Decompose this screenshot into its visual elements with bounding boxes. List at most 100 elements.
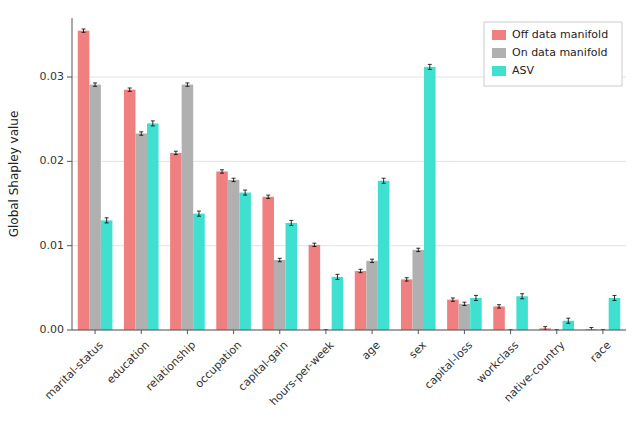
bar <box>447 300 459 330</box>
error-bar-stem <box>475 295 476 300</box>
bar <box>216 171 228 330</box>
y-tick-label: 0.03 <box>40 70 65 83</box>
error-bar-stem <box>418 248 419 251</box>
bar <box>274 260 286 330</box>
bar <box>193 214 205 330</box>
error-bar-cap <box>232 181 236 182</box>
error-bar-cap <box>462 302 466 303</box>
bar <box>332 277 344 330</box>
bar <box>228 180 240 330</box>
error-bar-cap <box>289 225 293 226</box>
error-bar-cap <box>289 220 293 221</box>
error-bar <box>474 295 478 300</box>
error-bar <box>370 259 374 262</box>
error-bar-cap <box>82 28 86 29</box>
error-bar-cap <box>93 82 97 83</box>
error-bar-stem <box>175 151 176 154</box>
error-bar <box>543 327 547 330</box>
error-bar-cap <box>220 173 224 174</box>
error-bar-stem <box>545 327 546 330</box>
error-bar <box>416 248 420 251</box>
error-bar-cap <box>174 151 178 152</box>
error-bar-stem <box>383 178 384 183</box>
chart-container: 0.000.010.020.03Global Shapley valuemari… <box>0 0 640 438</box>
x-tick <box>95 330 96 334</box>
error-bar <box>335 274 339 279</box>
error-bar-cap <box>428 64 432 65</box>
error-bar-cap <box>266 195 270 196</box>
error-bar-cap <box>312 246 316 247</box>
error-bar-stem <box>187 83 188 86</box>
bar <box>366 261 378 330</box>
error-bar-stem <box>279 258 280 261</box>
error-bar-cap <box>382 183 386 184</box>
error-bar-cap <box>220 169 224 170</box>
error-bar-stem <box>464 302 465 305</box>
legend-label: On data manifold <box>512 46 608 59</box>
x-tick <box>372 330 373 334</box>
x-tick <box>602 330 603 334</box>
error-bar-cap <box>185 86 189 87</box>
series <box>89 83 605 330</box>
error-bar-stem <box>198 211 199 216</box>
x-tick-label: age <box>359 338 383 362</box>
error-bar-cap <box>474 300 478 301</box>
x-tick <box>233 330 234 334</box>
error-bar-cap <box>520 293 524 294</box>
error-bar-cap <box>93 86 97 87</box>
error-bar-cap <box>174 154 178 155</box>
error-bar-cap <box>278 258 282 259</box>
y-tick <box>67 77 72 78</box>
error-bar-stem <box>291 220 292 225</box>
bar <box>124 90 136 330</box>
error-bar-cap <box>105 217 109 218</box>
error-bar <box>612 295 616 300</box>
error-bar-cap <box>185 82 189 83</box>
error-bar-stem <box>141 132 142 135</box>
error-bar-stem <box>245 190 246 195</box>
error-bar-cap <box>451 301 455 302</box>
error-bar-cap <box>405 277 409 278</box>
error-bar-cap <box>370 262 374 263</box>
error-bar-cap <box>497 304 501 305</box>
error-bar-cap <box>151 125 155 126</box>
error-bar-cap <box>520 298 524 299</box>
error-bar-stem <box>95 83 96 86</box>
legend-box <box>484 22 622 86</box>
error-bar-stem <box>429 64 430 69</box>
error-bar-stem <box>106 218 107 223</box>
error-bar-cap <box>589 327 593 328</box>
error-bar-cap <box>474 295 478 296</box>
y-tick <box>67 330 72 331</box>
error-bar-stem <box>83 29 84 32</box>
error-bar-cap <box>197 216 201 217</box>
error-bar <box>359 269 363 272</box>
y-tick <box>67 245 72 246</box>
error-bar <box>151 121 155 126</box>
error-bar-cap <box>278 261 282 262</box>
bar <box>378 181 390 330</box>
y-axis: 0.000.010.020.03 <box>40 18 73 336</box>
error-bar-stem <box>568 318 569 323</box>
error-bar-cap <box>497 308 501 309</box>
error-bar-stem <box>499 305 500 308</box>
x-tick <box>556 330 557 334</box>
series <box>78 29 597 330</box>
error-bar-cap <box>566 323 570 324</box>
error-bar-cap <box>128 87 132 88</box>
x-tick <box>418 330 419 334</box>
grid-line <box>72 330 626 331</box>
error-bar-cap <box>243 190 247 191</box>
series <box>101 64 620 330</box>
bar <box>78 31 90 330</box>
bar <box>493 306 505 330</box>
x-tick <box>141 330 142 334</box>
error-bar <box>105 218 109 223</box>
error-bar-cap <box>82 32 86 33</box>
bar <box>516 296 528 330</box>
error-bar-stem <box>222 170 223 173</box>
x-tick <box>187 330 188 334</box>
legend-swatch <box>492 48 506 58</box>
error-bar-cap <box>543 326 547 327</box>
bar <box>170 153 182 330</box>
